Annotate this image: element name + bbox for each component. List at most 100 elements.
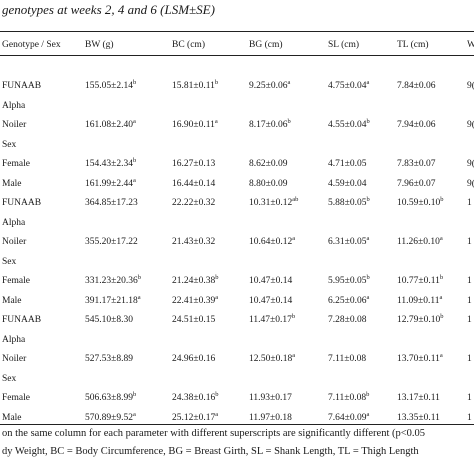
table-caption: genotypes at weeks 2, 4 and 6 (LSM±SE) (2, 2, 215, 17)
row-label: Female (2, 393, 30, 403)
table-cell: 9( (467, 178, 474, 189)
row-label: Sex (2, 373, 17, 384)
table-cell: 1 (467, 237, 472, 247)
table-cell: 5.95±0.05b (328, 273, 370, 286)
table-cell: 12.50±0.18a (249, 351, 296, 364)
table-cell: 7.64±0.09a (328, 410, 370, 423)
table-cell: 11.93±0.17 (249, 393, 292, 403)
table-cell: 4.71±0.05 (328, 159, 367, 169)
table-cell: 364.85±17.23 (85, 198, 138, 208)
table-cell: 21.24±0.38b (172, 273, 219, 286)
table-cell: 527.53±8.89 (85, 354, 133, 364)
table-cell: 7.96±0.07 (397, 178, 436, 189)
table-cell: 4.55±0.04b (328, 117, 370, 130)
table-cell: 506.63±8.99b (85, 390, 137, 403)
table-cell: 10.77±0.11b (397, 273, 444, 286)
row-label: Alpha (2, 100, 26, 111)
table-cell: 21.43±0.32 (172, 237, 216, 247)
table-cell: 154.43±2.34b (85, 156, 137, 169)
table-cell: 9.25±0.06a (249, 78, 291, 91)
table-cell: 10.31±0.12ab (249, 195, 299, 208)
table-cell: 1 (467, 276, 472, 286)
table-cell: 13.70±0.11a (397, 351, 443, 364)
row-label: FUNAAB (2, 81, 42, 91)
table-cell: 7.28±0.08 (328, 315, 367, 325)
column-header: Genotype / Sex (2, 40, 61, 50)
table-cell: 355.20±17.22 (85, 237, 138, 247)
table-cell: 9( (467, 159, 474, 169)
table-cell: 6.31±0.05a (328, 234, 370, 247)
table-cell: 570.89±9.52a (85, 410, 136, 423)
row-label: Female (2, 276, 30, 286)
column-header: W (467, 40, 474, 50)
table-cell: 15.81±0.11b (172, 78, 219, 91)
table-cell: 13.17±0.11 (397, 393, 440, 403)
table-cell: 8.80±0.09 (249, 178, 288, 189)
table-cell: 10.64±0.12a (249, 234, 296, 247)
row-label: Noiler (2, 237, 27, 247)
column-header: BC (cm) (172, 40, 205, 50)
row-label: Noiler (2, 354, 27, 364)
table-cell: 11.47±0.17b (249, 312, 296, 325)
table-cell: 1 (467, 295, 472, 306)
table-cell: 12.79±0.10b (397, 312, 444, 325)
table-cell: 8.17±0.06b (249, 117, 291, 130)
row-label: Male (2, 295, 22, 306)
table-cell: 25.12±0.17a (172, 410, 219, 423)
footnote: on the same column for each parameter wi… (2, 428, 426, 439)
table-cell: 161.08±2.40a (85, 117, 136, 130)
table-cell: 7.84±0.06 (397, 81, 436, 91)
table-cell: 16.27±0.13 (172, 159, 216, 169)
column-header: TL (cm) (397, 40, 429, 50)
table-cell: 9( (467, 120, 474, 130)
table-cell: 16.90±0.11a (172, 117, 218, 130)
table-cell: 24.96±0.16 (172, 354, 216, 364)
column-header: BW (g) (85, 40, 114, 50)
table-cell: 391.17±21.18a (85, 293, 141, 306)
table-cell: 22.41±0.39a (172, 293, 219, 306)
row-label: Sex (2, 139, 17, 150)
table-cell: 10.59±0.10b (397, 195, 444, 208)
table-cell: 11.09±0.11a (397, 293, 443, 306)
table-cell: 16.44±0.14 (172, 178, 216, 189)
table-cell: 7.11±0.08b (328, 390, 370, 403)
row-label: Alpha (2, 334, 26, 345)
table-cell: 24.38±0.16b (172, 390, 219, 403)
table-bottom-rule (0, 424, 474, 425)
table-cell: 4.75±0.04a (328, 78, 370, 91)
table-cell: 1 (467, 315, 472, 325)
table-cell: 1 (467, 198, 472, 208)
table-cell: 1 (467, 412, 472, 423)
table-cell: 155.05±2.14b (85, 78, 137, 91)
table-cell: 545.10±8.30 (85, 315, 133, 325)
table-cell: 22.22±0.32 (172, 198, 216, 208)
table-cell: 6.25±0.06a (328, 293, 370, 306)
table-header-rule (0, 55, 474, 56)
table-cell: 161.99±2.44a (85, 176, 136, 189)
footnote: dy Weight, BC = Body Circumference, BG =… (2, 446, 419, 457)
table-cell: 10.47±0.14 (249, 295, 293, 306)
table-cell: 9( (467, 81, 474, 91)
table-cell: 5.88±0.05b (328, 195, 370, 208)
table-cell: 8.62±0.09 (249, 159, 288, 169)
table-cell: 7.83±0.07 (397, 159, 436, 169)
row-label: Alpha (2, 217, 26, 228)
table-cell: 11.97±0.18 (249, 412, 292, 423)
column-header: BG (cm) (249, 40, 283, 50)
row-label: Noiler (2, 120, 27, 130)
table-cell: 331.23±20.36b (85, 273, 141, 286)
row-label: FUNAAB (2, 198, 42, 208)
table-cell: 4.59±0.04 (328, 178, 367, 189)
column-header: SL (cm) (328, 40, 360, 50)
table-cell: 7.11±0.08 (328, 354, 367, 364)
table-cell: 24.51±0.15 (172, 315, 216, 325)
row-label: Male (2, 178, 22, 189)
table-top-rule (0, 31, 474, 32)
table-cell: 10.47±0.14 (249, 276, 293, 286)
row-label: Sex (2, 256, 17, 267)
row-label: FUNAAB (2, 315, 42, 325)
table-cell: 13.35±0.11 (397, 412, 440, 423)
table-cell: 11.26±0.10a (397, 234, 443, 247)
table-cell: 7.94±0.06 (397, 120, 436, 130)
row-label: Male (2, 412, 22, 423)
